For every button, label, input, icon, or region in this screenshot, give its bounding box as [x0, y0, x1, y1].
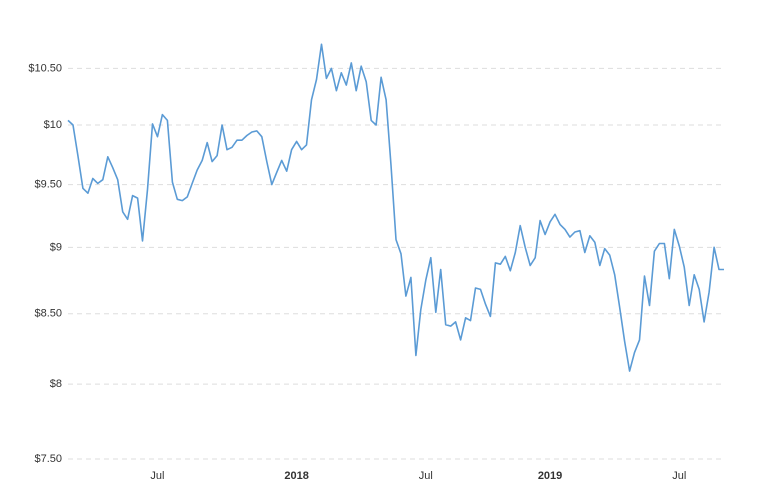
y-tick-label: $8.50	[34, 308, 62, 320]
y-tick-label: $7.50	[34, 453, 62, 465]
y-tick-label: $10.50	[28, 62, 62, 74]
x-tick-label: 2018	[284, 470, 308, 482]
x-tick-label: Jul	[150, 470, 164, 482]
x-tick-label: Jul	[419, 470, 433, 482]
y-tick-label: $8	[50, 378, 62, 390]
price-line	[67, 43, 724, 372]
y-tick-label: $9.50	[34, 178, 62, 190]
y-tick-label: $10	[44, 119, 62, 131]
x-tick-label: Jul	[672, 470, 686, 482]
y-tick-label: $9	[50, 241, 62, 253]
x-tick-label: 2019	[538, 470, 562, 482]
